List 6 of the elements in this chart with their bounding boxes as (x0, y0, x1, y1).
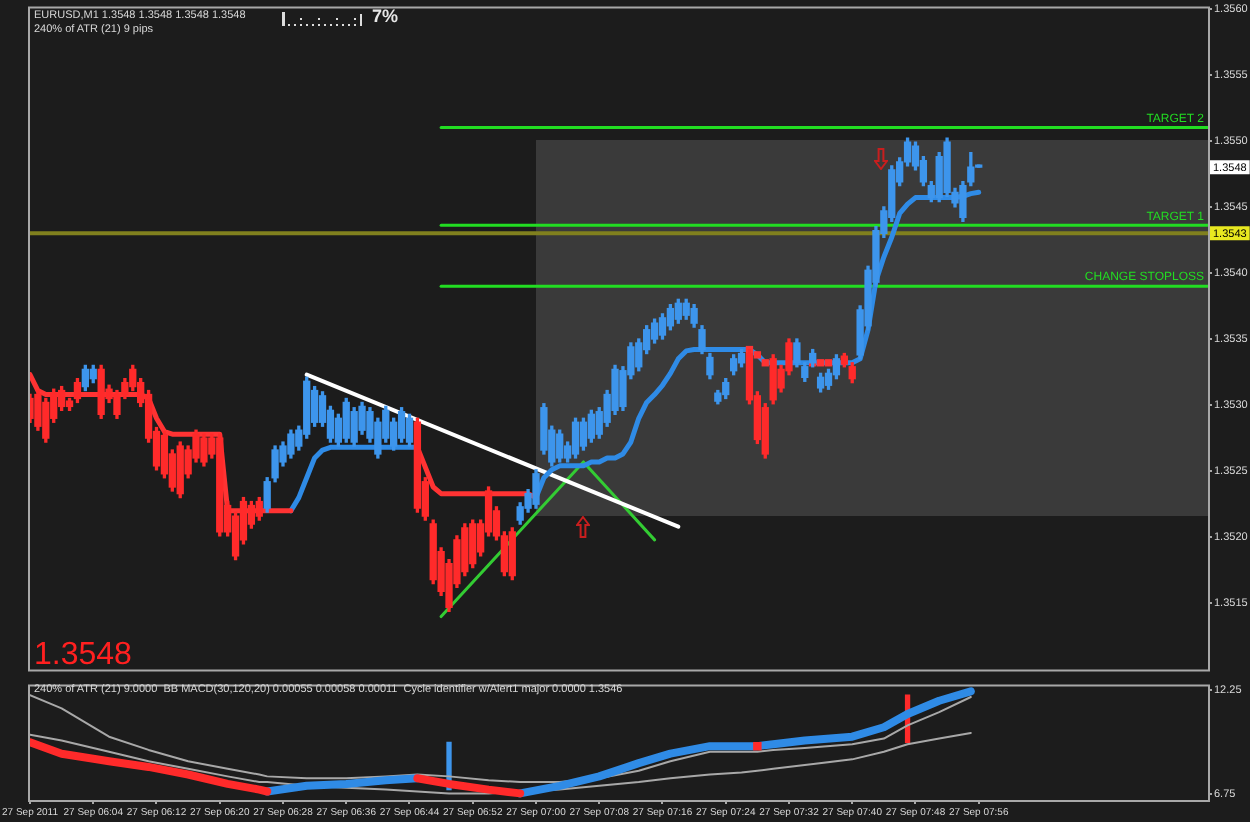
point (753, 351, 762, 359)
point (761, 359, 769, 367)
annotation: 1.3548 (34, 638, 132, 672)
point (824, 359, 833, 367)
point (816, 359, 825, 367)
annotation: 7% (372, 6, 399, 26)
